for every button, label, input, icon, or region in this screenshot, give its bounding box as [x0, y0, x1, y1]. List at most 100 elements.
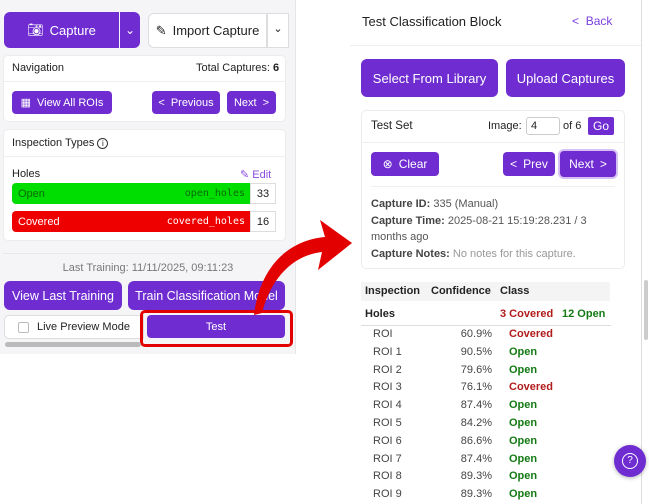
roi-confidence: 87.4%	[460, 452, 492, 465]
import-capture-button[interactable]: ✎ Import Capture	[148, 13, 267, 48]
table-row: ROI 60.9% Covered	[361, 326, 611, 343]
roi-name: ROI 1	[373, 345, 402, 358]
roi-name: ROI 8	[373, 470, 402, 483]
inspection-types-label: Inspection Types	[12, 137, 95, 149]
roi-class: Open	[509, 417, 538, 429]
view-last-training-button[interactable]: View Last Training	[4, 281, 122, 310]
header-confidence: Confidence	[431, 285, 491, 297]
clear-label: Clear	[398, 157, 428, 171]
table-row: ROI 3 76.1% Covered	[361, 379, 611, 396]
select-from-library-button[interactable]: Select From Library	[361, 59, 498, 97]
class-bar-open[interactable]: Open open_holes	[12, 183, 251, 204]
right-panel-border	[641, 0, 642, 504]
class-count-open: 33	[250, 183, 276, 204]
horizontal-scrollbar[interactable]	[5, 342, 141, 347]
class-key: open_holes	[184, 188, 245, 199]
holes-group-label: Holes	[12, 168, 41, 180]
table-row: ROI 5 84.2% Open	[361, 415, 611, 432]
table-row: ROI 9 89.3% Open	[361, 486, 611, 503]
edit-button[interactable]: ✎ Edit	[240, 168, 271, 181]
pencil-icon: ✎	[240, 169, 250, 181]
roi-name: ROI 7	[373, 452, 402, 465]
divider	[3, 156, 286, 157]
test-set-title: Test Set	[371, 120, 413, 132]
roi-class: Open	[509, 488, 538, 501]
chevron-left-icon: <	[572, 14, 580, 28]
roi-class: Open	[509, 434, 538, 447]
navigation-title: Navigation	[12, 62, 64, 74]
train-model-label: Train Classification Model	[135, 288, 278, 303]
image-of-total: of 6	[563, 120, 582, 132]
camera-icon: 📷︎	[27, 22, 44, 37]
previous-label: Previous	[170, 96, 214, 109]
help-button[interactable]: ?	[614, 445, 646, 477]
roi-name: ROI 2	[373, 363, 402, 376]
import-label: Import Capture	[172, 23, 260, 38]
roi-confidence: 86.6%	[460, 434, 492, 447]
panel-title: Test Classification Block	[362, 14, 502, 29]
inspection-types-title: Inspection Types i	[12, 137, 109, 149]
image-label: Image:	[488, 120, 522, 132]
capture-notes-label: Capture Notes:	[371, 247, 450, 260]
capture-button[interactable]: 📷︎ Capture	[4, 12, 119, 48]
capture-dropdown[interactable]: ⌄	[120, 12, 140, 48]
header-inspection: Inspection	[365, 285, 421, 297]
chevron-right-icon: >	[262, 96, 270, 109]
class-bar-covered[interactable]: Covered covered_holes	[12, 211, 251, 232]
total-captures: Total Captures: 6	[196, 62, 279, 74]
divider	[361, 142, 625, 143]
total-captures-label: Total Captures:	[196, 62, 270, 74]
group-row-holes: Holes 3 Covered 12 Open	[361, 306, 611, 326]
go-button[interactable]: Go	[588, 117, 614, 135]
roi-confidence: 90.5%	[460, 345, 492, 358]
roi-class: Open	[509, 470, 538, 483]
vertical-scrollbar[interactable]	[644, 280, 648, 340]
divider	[350, 45, 641, 46]
roi-class: Open	[509, 399, 538, 412]
checkbox[interactable]	[18, 321, 29, 333]
arrow-icon	[254, 220, 352, 315]
select-library-label: Select From Library	[372, 70, 487, 86]
close-circle-icon: ⊗	[382, 157, 393, 171]
clear-button[interactable]: ⊗ Clear	[371, 152, 439, 176]
import-dropdown[interactable]: ⌄	[267, 13, 289, 48]
question-icon: ?	[622, 453, 638, 469]
roi-name: ROI 4	[373, 399, 402, 412]
prev-label: Prev	[523, 157, 548, 171]
covered-count: 3 Covered	[500, 308, 554, 320]
next-button[interactable]: Next >	[227, 91, 276, 114]
info-icon[interactable]: i	[97, 138, 109, 149]
live-preview-label: Live Preview Mode	[37, 321, 130, 333]
image-number-input[interactable]: 4	[526, 117, 560, 135]
table-row: ROI 8 89.3% Open	[361, 468, 611, 485]
roi-class: Covered	[509, 381, 554, 394]
roi-confidence: 76.1%	[460, 381, 492, 394]
previous-button[interactable]: < Previous	[152, 91, 220, 114]
edit-label: Edit	[252, 169, 272, 181]
view-all-rois-button[interactable]: ▦ View All ROIs	[12, 91, 112, 114]
next-label: Next	[569, 157, 594, 171]
roi-confidence: 60.9%	[460, 328, 492, 340]
test-button[interactable]: Test	[147, 315, 285, 338]
prev-button[interactable]: < Prev	[503, 152, 555, 176]
total-captures-value: 6	[273, 62, 280, 74]
view-all-label: View All ROIs	[36, 96, 104, 109]
table-row: ROI 4 87.4% Open	[361, 397, 611, 414]
class-name: Open	[18, 187, 45, 200]
roi-name: ROI 9	[373, 488, 402, 501]
next-image-button[interactable]: Next >	[560, 151, 616, 177]
class-key: covered_holes	[166, 216, 245, 227]
capture-time-line: Capture Time: 2025-08-21 15:19:28.231 / …	[371, 213, 621, 246]
live-preview-toggle[interactable]: Live Preview Mode	[4, 315, 144, 339]
divider	[371, 186, 615, 187]
upload-captures-button[interactable]: Upload Captures	[506, 59, 625, 97]
divider	[3, 253, 286, 254]
back-button[interactable]: < Back	[572, 14, 612, 28]
class-count-covered: 16	[250, 211, 276, 232]
roi-confidence: 87.4%	[460, 399, 492, 412]
back-label: Back	[585, 14, 613, 28]
roi-name: ROI	[373, 328, 393, 340]
table-row: ROI 6 86.6% Open	[361, 433, 611, 450]
capture-time-label: Capture Time:	[371, 214, 445, 227]
roi-confidence: 84.2%	[460, 417, 492, 429]
